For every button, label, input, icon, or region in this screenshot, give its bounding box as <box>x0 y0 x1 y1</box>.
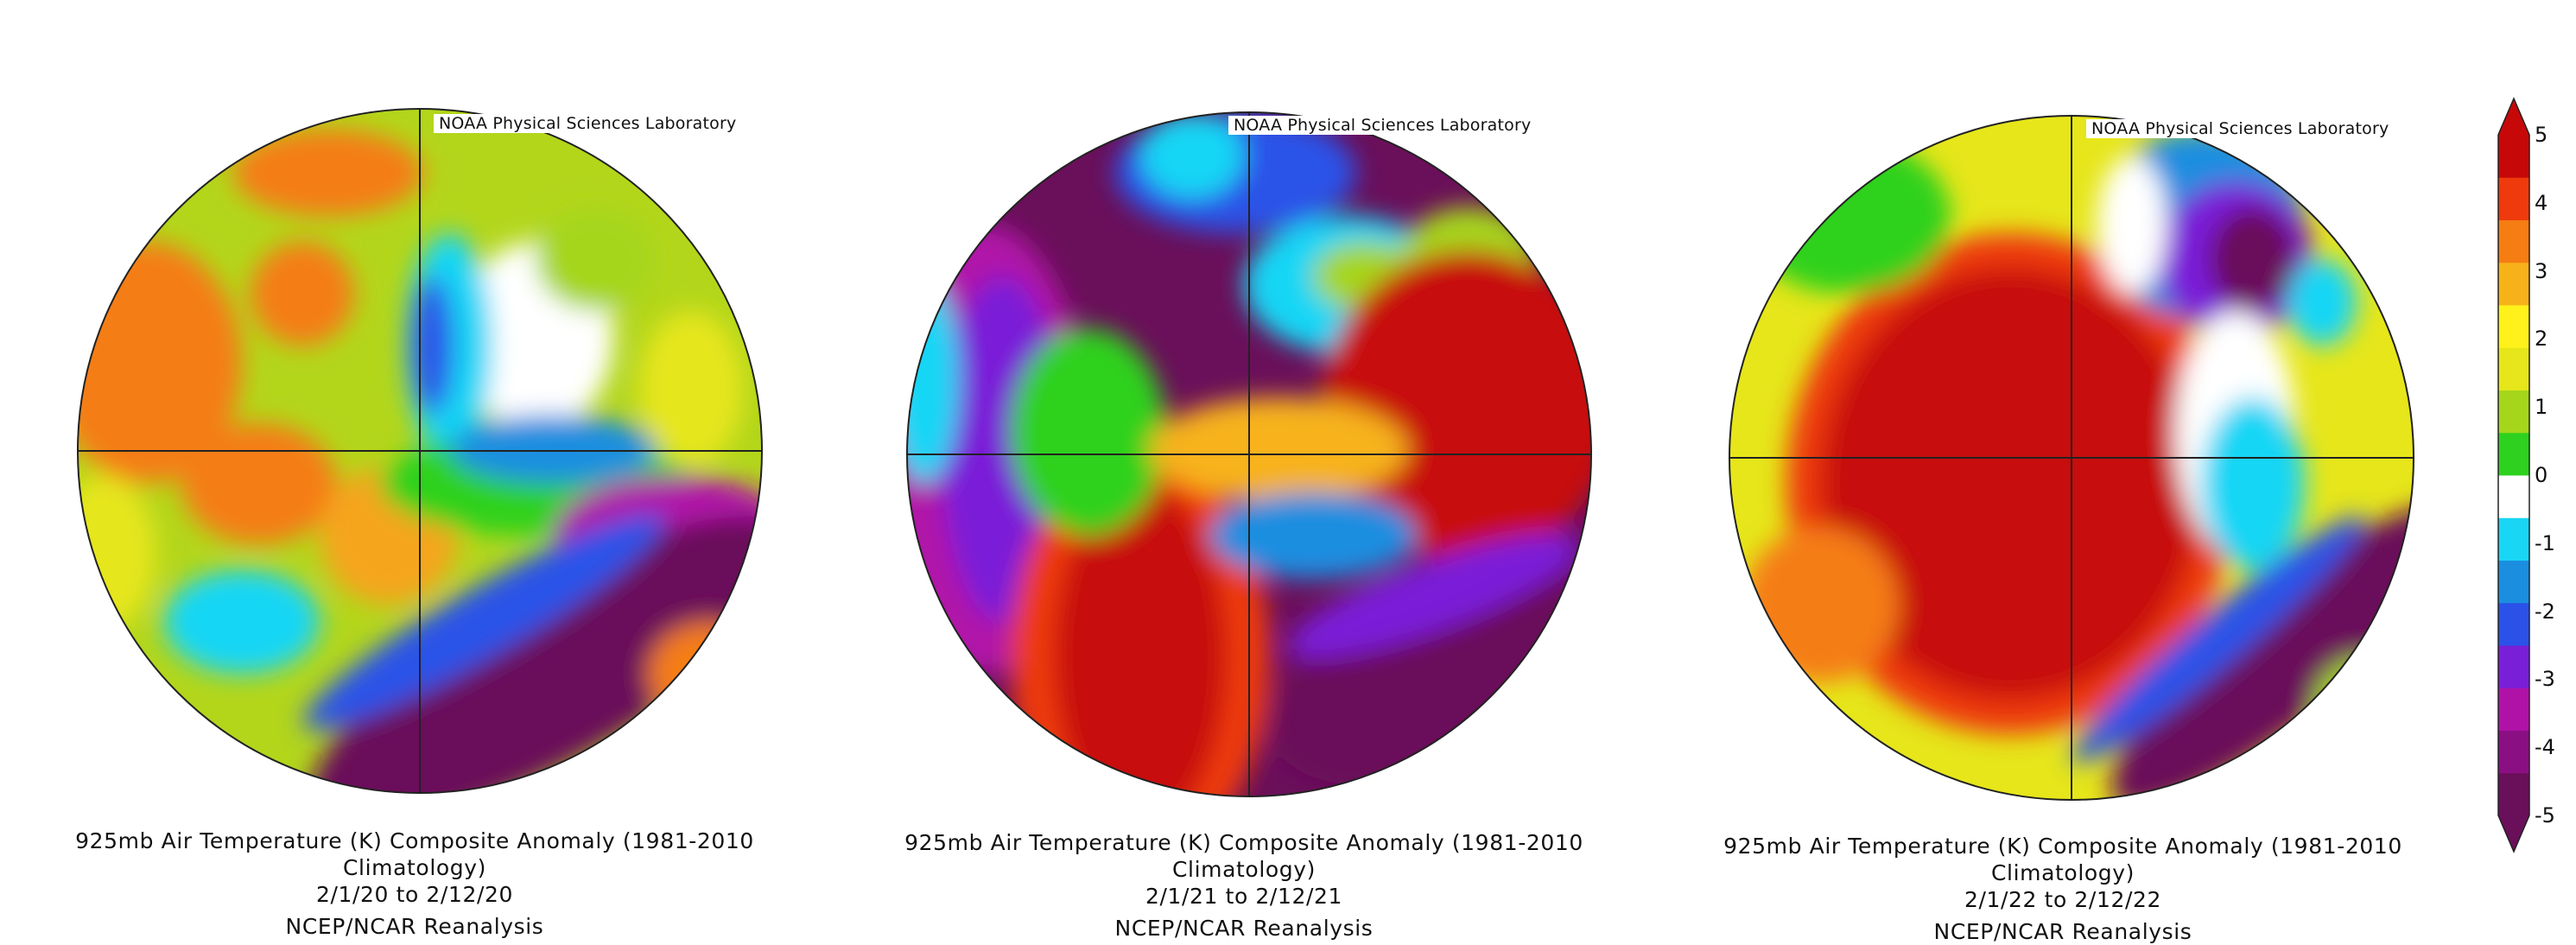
colorbar-cell <box>2498 219 2529 263</box>
map-panel-2020: NOAA Physical Sciences Laboratory 925mb … <box>0 0 829 939</box>
colorbar-cell <box>2498 347 2529 390</box>
colorbar-cell <box>2498 560 2529 604</box>
map-caption: 925mb Air Temperature (K) Composite Anom… <box>829 829 1659 942</box>
map-dates: 2/1/22 to 2/12/22 <box>1964 887 2162 912</box>
colorbar-tick-label: -4 <box>2535 735 2555 760</box>
map-dates: 2/1/21 to 2/12/21 <box>1145 884 1343 909</box>
map-source: NCEP/NCAR Reanalysis <box>285 914 544 939</box>
colorbar-cell <box>2498 517 2529 561</box>
colorbar-cell <box>2498 390 2529 434</box>
colorbar-tick-label: 4 <box>2535 190 2548 215</box>
colorbar-tick-label: -5 <box>2535 803 2555 828</box>
colorbar-cell <box>2498 772 2529 816</box>
colorbar-cell <box>2498 602 2529 646</box>
polar-map-2022 <box>1729 115 2414 801</box>
colorbar-cell <box>2498 688 2529 731</box>
colorbar-tick-label: 1 <box>2535 395 2548 420</box>
colorbar-arrow-bottom <box>2498 815 2529 852</box>
map-title: 925mb Air Temperature (K) Composite Anom… <box>904 830 1583 882</box>
colorbar-tick-label: -3 <box>2535 667 2555 692</box>
polar-map-2020 <box>77 108 763 794</box>
colorbar-cell <box>2498 475 2529 518</box>
colorbar-cell <box>2498 432 2529 476</box>
colorbar-tick-label: 0 <box>2535 463 2548 487</box>
colorbar-arrow-top <box>2498 98 2529 135</box>
colorbar <box>2497 97 2530 853</box>
credit-label: NOAA Physical Sciences Laboratory <box>1228 116 1537 135</box>
colorbar-tick-label: 2 <box>2535 327 2548 352</box>
colorbar-cell <box>2498 262 2529 306</box>
colorbar-cell <box>2498 135 2529 178</box>
colorbar-tick-label: -1 <box>2535 530 2555 555</box>
map-title: 925mb Air Temperature (K) Composite Anom… <box>1723 834 2402 885</box>
map-source: NCEP/NCAR Reanalysis <box>1114 916 1374 941</box>
colorbar-tick-label: -2 <box>2535 599 2555 624</box>
credit-label: NOAA Physical Sciences Laboratory <box>434 114 742 133</box>
colorbar-cell <box>2498 305 2529 348</box>
map-dates: 2/1/20 to 2/12/20 <box>315 882 514 907</box>
colorbar-cell <box>2498 177 2529 220</box>
colorbar-cell <box>2498 645 2529 688</box>
colorbar-cell <box>2498 730 2529 774</box>
map-panel-2022: NOAA Physical Sciences Laboratory 925mb … <box>1648 0 2478 944</box>
colorbar-tick-label: 3 <box>2535 258 2548 283</box>
polar-map-2021 <box>906 111 1592 797</box>
map-title: 925mb Air Temperature (K) Composite Anom… <box>75 828 754 880</box>
map-source: NCEP/NCAR Reanalysis <box>1933 919 2192 944</box>
credit-label: NOAA Physical Sciences Laboratory <box>2086 119 2395 138</box>
map-caption: 925mb Air Temperature (K) Composite Anom… <box>1648 833 2478 945</box>
map-panel-2021: NOAA Physical Sciences Laboratory 925mb … <box>829 0 1659 941</box>
map-caption: 925mb Air Temperature (K) Composite Anom… <box>0 828 829 940</box>
colorbar-tick-label: 5 <box>2535 123 2548 147</box>
